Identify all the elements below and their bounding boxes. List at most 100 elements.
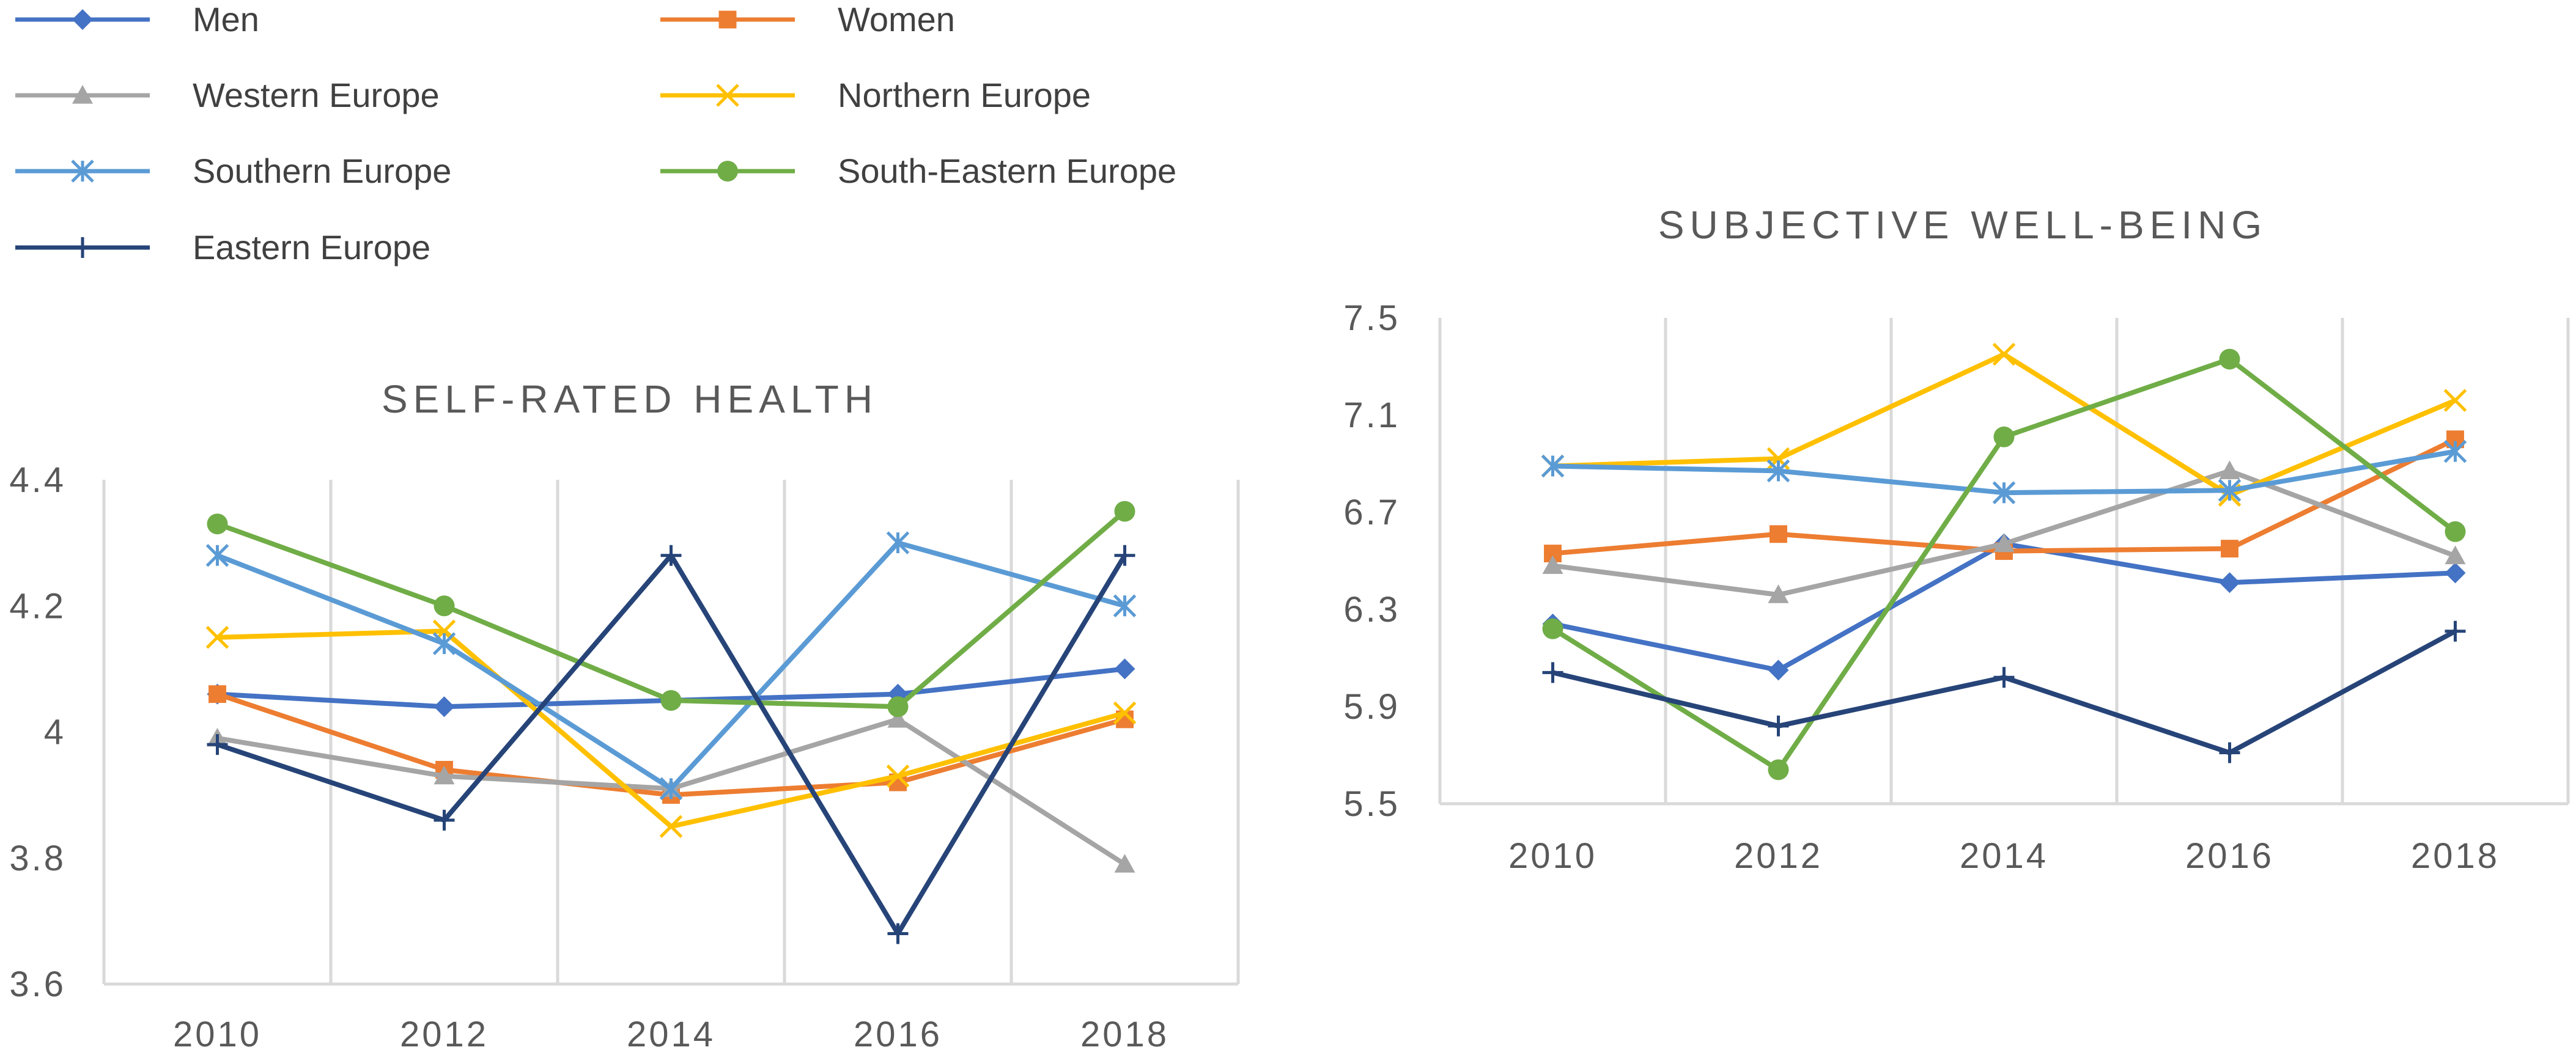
series-southern-europe bbox=[1541, 439, 2467, 504]
legend: Men Women Western Europe Northern Europe Sou… bbox=[15, 0, 1176, 266]
data-point-southern-europe-2012 bbox=[432, 632, 456, 655]
y-tick-label: 6.3 bbox=[1343, 590, 1400, 630]
legend-marker-south-eastern-europe bbox=[717, 161, 738, 182]
data-point-western-europe-2016 bbox=[2219, 460, 2240, 480]
data-point-south-eastern-europe-2016 bbox=[2219, 348, 2240, 370]
data-point-men-2018 bbox=[1114, 658, 1135, 680]
data-point-northern-europe-2014 bbox=[1992, 342, 2016, 366]
data-point-southern-europe-2014 bbox=[1992, 481, 2016, 504]
y-tick-label: 5.5 bbox=[1343, 784, 1400, 824]
data-point-eastern-europe-2016 bbox=[2219, 742, 2240, 763]
x-tick-label: 2014 bbox=[1960, 836, 2048, 876]
series-northern-europe bbox=[205, 619, 1137, 838]
legend-label-women: Women bbox=[838, 0, 955, 39]
legend-marker-women bbox=[718, 10, 737, 29]
legend-label-eastern-europe: Eastern Europe bbox=[193, 228, 430, 266]
legend-item-western-europe: Western Europe bbox=[15, 76, 440, 114]
data-point-northern-europe-2018 bbox=[1113, 701, 1137, 725]
series-line-men bbox=[1550, 541, 2458, 673]
y-tick-label: 5.9 bbox=[1343, 687, 1400, 727]
data-point-western-europe-2012 bbox=[434, 765, 455, 785]
data-point-south-eastern-europe-2018 bbox=[1114, 501, 1135, 522]
data-point-southern-europe-2010 bbox=[1541, 454, 1565, 478]
data-point-eastern-europe-2018 bbox=[2445, 620, 2466, 642]
legend-label-southern-europe: Southern Europe bbox=[193, 152, 451, 190]
legend-item-south-eastern-europe: South-Eastern Europe bbox=[660, 152, 1176, 190]
legend-label-western-europe: Western Europe bbox=[193, 76, 440, 114]
data-point-southern-europe-2018 bbox=[2443, 439, 2467, 463]
data-point-western-europe-2012 bbox=[1768, 584, 1789, 603]
series-south-eastern-europe bbox=[207, 501, 1135, 718]
y-tick-label: 7.5 bbox=[1343, 298, 1400, 338]
data-point-southern-europe-2010 bbox=[205, 543, 229, 567]
y-tick-label: 7.1 bbox=[1343, 395, 1400, 435]
data-point-eastern-europe-2012 bbox=[434, 809, 455, 831]
data-point-women-2010 bbox=[209, 685, 226, 703]
chart-title: SUBJECTIVE WELL-BEING bbox=[1658, 203, 2267, 247]
chart-self-rated-health: SELF-RATED HEALTH 3.6 3.8 4 4.2 4.4 2010 2012 20… bbox=[9, 377, 1240, 1054]
legend-marker-northern-europe bbox=[716, 84, 739, 107]
legend-label-south-eastern-europe: South-Eastern Europe bbox=[838, 152, 1176, 190]
data-point-eastern-europe-2014 bbox=[1993, 667, 2015, 688]
x-tick-label: 2010 bbox=[173, 1015, 262, 1054]
data-point-western-europe-2014 bbox=[1993, 533, 2015, 553]
legend-item-southern-europe: Southern Europe bbox=[15, 152, 451, 190]
x-tick-label: 2018 bbox=[2411, 836, 2500, 876]
x-tick-label: 2012 bbox=[1734, 836, 1823, 876]
data-point-women-2016 bbox=[2221, 540, 2238, 558]
x-tick-label: 2018 bbox=[1080, 1015, 1169, 1054]
data-point-western-europe-2016 bbox=[887, 708, 909, 728]
data-point-northern-europe-2014 bbox=[659, 815, 683, 838]
data-point-south-eastern-europe-2016 bbox=[887, 696, 909, 718]
series-line-south-eastern-europe bbox=[1550, 356, 2458, 773]
x-tick-label: 2014 bbox=[627, 1015, 715, 1054]
legend-marker-southern-europe bbox=[71, 160, 94, 183]
x-tick-label: 2016 bbox=[854, 1015, 942, 1054]
x-tick-label: 2012 bbox=[400, 1015, 489, 1054]
series-line-eastern-europe bbox=[215, 553, 1127, 936]
data-point-south-eastern-europe-2012 bbox=[1768, 759, 1789, 781]
legend-label-men: Men bbox=[193, 0, 259, 39]
data-point-northern-europe-2018 bbox=[2443, 389, 2467, 412]
legend-item-women: Women bbox=[660, 0, 955, 39]
data-point-eastern-europe-2014 bbox=[660, 545, 682, 566]
series-eastern-europe bbox=[207, 545, 1135, 944]
data-point-western-europe-2010 bbox=[1542, 555, 1563, 575]
data-point-southern-europe-2014 bbox=[659, 777, 683, 801]
data-point-eastern-europe-2010 bbox=[207, 734, 228, 755]
y-tick-label: 4.4 bbox=[9, 460, 66, 500]
y-tick-label: 3.8 bbox=[9, 839, 66, 878]
data-point-south-eastern-europe-2014 bbox=[1993, 426, 2015, 447]
data-point-northern-europe-2010 bbox=[205, 626, 229, 649]
data-point-eastern-europe-2016 bbox=[887, 923, 909, 944]
series-eastern-europe bbox=[1542, 620, 2466, 763]
legend-item-men: Men bbox=[15, 0, 259, 39]
data-point-northern-europe-2016 bbox=[886, 764, 910, 788]
legend-marker-eastern-europe bbox=[72, 237, 93, 258]
data-point-western-europe-2018 bbox=[1114, 854, 1135, 873]
data-point-eastern-europe-2018 bbox=[1114, 545, 1135, 566]
x-tick-label: 2010 bbox=[1508, 836, 1597, 876]
series-south-eastern-europe bbox=[1542, 348, 2466, 781]
y-tick-label: 6.7 bbox=[1343, 493, 1400, 532]
data-point-south-eastern-europe-2014 bbox=[660, 689, 682, 711]
data-point-men-2012 bbox=[434, 696, 455, 718]
data-point-south-eastern-europe-2018 bbox=[2445, 521, 2466, 542]
data-point-women-2012 bbox=[1770, 525, 1787, 543]
legend-marker-western-europe bbox=[72, 85, 93, 104]
data-point-south-eastern-europe-2010 bbox=[1542, 618, 1563, 639]
data-point-men-2018 bbox=[2445, 562, 2466, 584]
y-tick-label: 4 bbox=[44, 713, 66, 752]
y-tick-label: 4.2 bbox=[9, 586, 66, 626]
data-point-eastern-europe-2012 bbox=[1768, 715, 1789, 737]
series-southern-europe bbox=[205, 531, 1137, 801]
data-point-western-europe-2018 bbox=[2445, 545, 2466, 565]
data-point-southern-europe-2016 bbox=[2218, 479, 2242, 502]
series-western-europe bbox=[1542, 460, 2466, 603]
data-point-south-eastern-europe-2010 bbox=[207, 513, 228, 535]
legend-item-eastern-europe: Eastern Europe bbox=[15, 228, 430, 266]
data-point-south-eastern-europe-2012 bbox=[434, 595, 455, 617]
chart-subjective-well-being: SUBJECTIVE WELL-BEING 5.5 5.9 6.3 6.7 7.1 7.5 2… bbox=[1343, 203, 2570, 876]
legend-item-northern-europe: Northern Europe bbox=[660, 76, 1091, 114]
